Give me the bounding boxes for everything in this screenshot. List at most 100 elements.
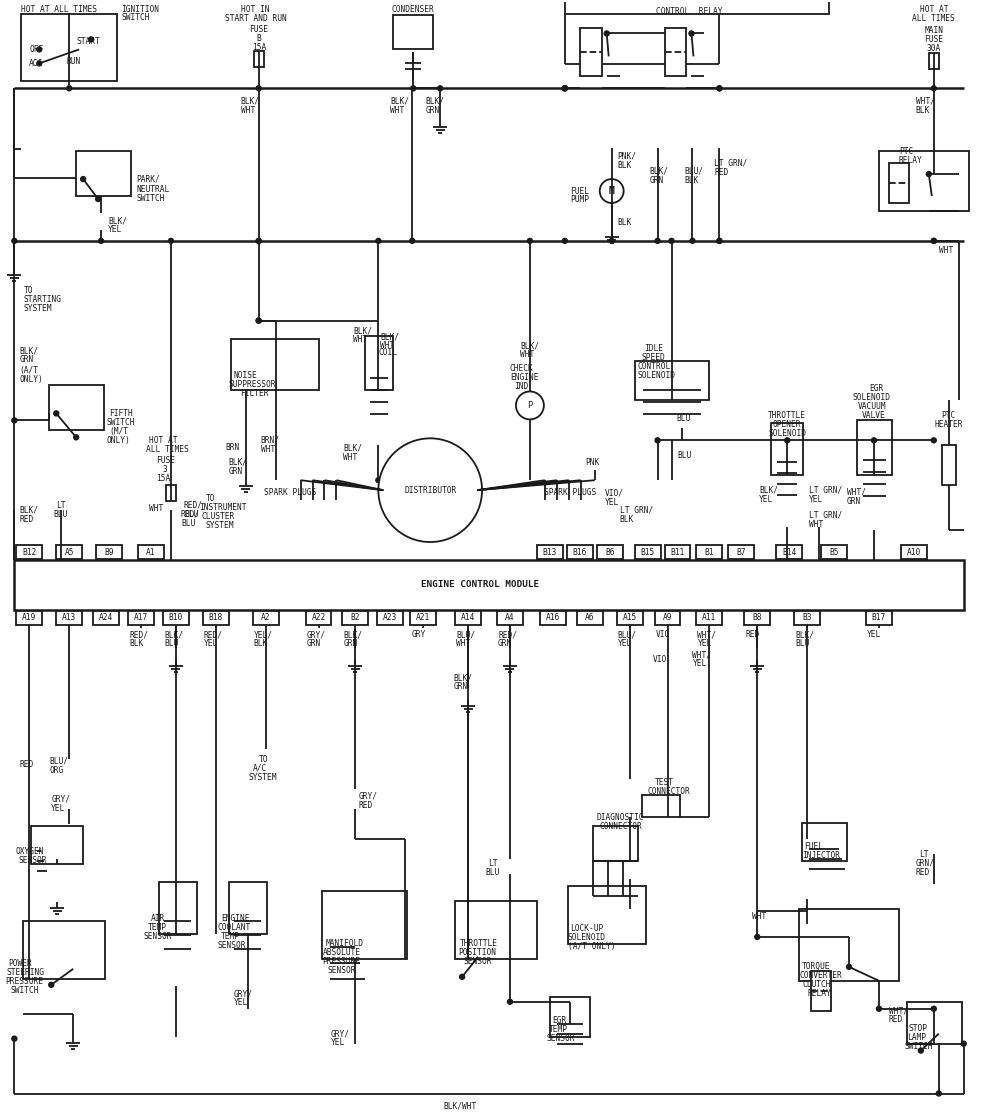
Text: WHT: WHT [456,639,470,648]
Text: GRN: GRN [847,496,861,506]
Text: BLK/WHT: BLK/WHT [443,1102,477,1111]
Text: (A/T: (A/T [19,366,38,375]
Text: SWITCH: SWITCH [905,1043,933,1051]
Bar [31,826,83,864]
Text: A9: A9 [663,613,672,622]
Text: START: START [76,37,100,46]
Text: BLK/: BLK/ [353,326,372,336]
Text: CLUSTER: CLUSTER [202,512,235,521]
Text: ENGINE: ENGINE [221,914,249,923]
Bar [393,14,433,49]
Circle shape [690,239,695,243]
Text: GRY/: GRY/ [330,1029,349,1038]
Text: VACUUM: VACUUM [858,401,886,411]
Text: BLU/: BLU/ [456,630,475,639]
Text: P: P [527,401,533,410]
Text: WHT/: WHT/ [889,1006,908,1016]
Text: INSTRUMENT: INSTRUMENT [199,503,246,512]
Bar [163,611,189,624]
Text: SENSOR: SENSOR [463,958,492,967]
Text: EGR: EGR [552,1016,566,1025]
Text: WHT: WHT [390,106,405,115]
Text: THROTTLE: THROTTLE [768,411,806,420]
Text: SUPPRESSOR: SUPPRESSOR [229,380,276,389]
Text: BLU: BLU [795,639,809,648]
Text: BLK/: BLK/ [164,630,183,639]
Text: POWER: POWER [8,959,32,968]
Circle shape [411,86,416,90]
Text: BLK/: BLK/ [520,341,539,350]
Circle shape [936,1090,941,1096]
Text: PTC: PTC [942,411,956,420]
Circle shape [12,239,17,243]
Text: LT: LT [919,850,928,859]
Text: WHT: WHT [809,520,823,529]
Text: RED/: RED/ [181,510,200,518]
Text: ONLY): ONLY) [19,375,43,384]
Text: B17: B17 [872,613,886,622]
Text: BLU: BLU [677,414,691,423]
Bar [49,386,104,430]
Bar [56,611,82,624]
Text: FILTER: FILTER [240,389,268,398]
Text: SWITCH: SWITCH [136,194,165,204]
Text: PNK: PNK [585,458,599,467]
Circle shape [562,86,567,90]
Text: PTC: PTC [899,147,913,156]
Text: BLK: BLK [618,161,632,169]
Text: EGR: EGR [869,384,883,392]
Text: WHT/: WHT/ [847,487,866,496]
Text: YEL: YEL [51,804,66,813]
Text: BLK/: BLK/ [650,166,669,175]
Circle shape [256,239,261,243]
Text: STOP: STOP [909,1025,928,1034]
Text: WHT: WHT [261,445,275,454]
Circle shape [256,239,261,243]
Circle shape [785,438,790,443]
Text: GRN: GRN [229,467,243,476]
Circle shape [438,86,443,90]
Text: PARK/: PARK/ [136,175,160,184]
Text: BLU: BLU [485,867,499,876]
Bar [811,971,831,1010]
Text: ENGINE: ENGINE [510,374,538,382]
Text: BLK: BLK [620,515,634,524]
Bar [696,545,722,559]
Text: LT GRN/: LT GRN/ [620,505,653,515]
Bar [744,611,770,624]
Text: GRY/: GRY/ [51,795,70,804]
Text: RED: RED [19,760,34,769]
Text: CONVERTER: CONVERTER [799,971,842,980]
Text: WHT: WHT [520,350,534,359]
Text: SOLENOID: SOLENOID [853,392,891,401]
Circle shape [49,982,54,987]
Bar [159,882,197,934]
Text: LT: LT [56,501,66,510]
Text: FUEL: FUEL [804,842,823,851]
Circle shape [717,86,722,90]
Text: A21: A21 [416,613,430,622]
Text: WHT: WHT [752,912,767,921]
Circle shape [99,239,104,243]
Text: HOT AT: HOT AT [149,436,177,445]
Text: A22: A22 [311,613,326,622]
Text: RED: RED [889,1016,903,1025]
Text: WHT: WHT [380,341,395,350]
Text: B13: B13 [543,547,557,556]
Bar [565,0,829,13]
Circle shape [717,239,722,243]
Text: TORQUE: TORQUE [802,962,831,971]
Text: B8: B8 [753,613,762,622]
Text: B18: B18 [209,613,223,622]
Text: SENSOR: SENSOR [547,1034,575,1044]
Text: ORG: ORG [49,766,64,775]
Text: WHT: WHT [149,504,163,513]
Text: BLK: BLK [916,106,930,115]
Text: YEL: YEL [867,630,881,639]
Text: HEATER: HEATER [934,420,963,429]
Text: DISTRIBUTOR: DISTRIBUTOR [404,486,456,495]
Bar [377,611,403,624]
Text: OPENER: OPENER [773,420,801,429]
Text: RED/: RED/ [498,630,517,639]
Text: LAMP: LAMP [907,1034,926,1043]
